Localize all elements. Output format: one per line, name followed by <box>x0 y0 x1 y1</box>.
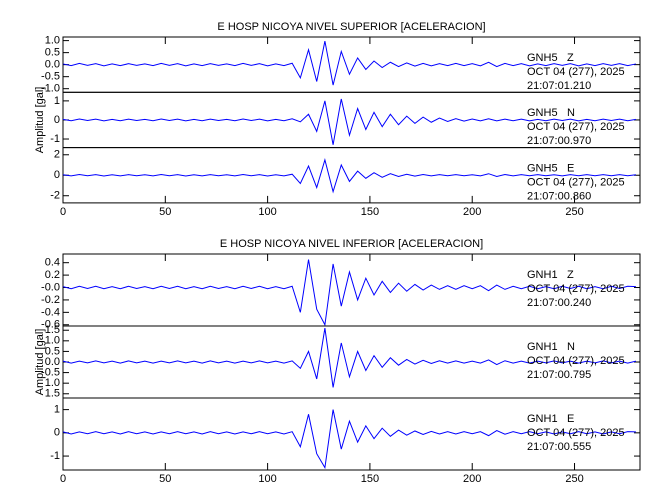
y-tick-label: -1 <box>50 450 60 462</box>
y-tick-label: 1.0 <box>45 335 60 347</box>
y-tick-label: 1.5 <box>45 324 60 336</box>
y-tick-label: 0 <box>54 427 60 439</box>
y-tick-label: 1.0 <box>45 35 60 47</box>
station-label: GNH1 <box>527 413 558 425</box>
time-label: 21:07:00.970 <box>527 135 591 147</box>
x-tick-label: 100 <box>258 473 276 485</box>
panel-frame <box>62 397 641 471</box>
y-tick-label: -0.4 <box>41 306 60 318</box>
x-tick-label: 50 <box>159 206 171 218</box>
time-label: 21:07:00.795 <box>527 369 591 381</box>
time-label: 21:07:00.240 <box>527 297 591 309</box>
x-tick-label: 100 <box>258 206 276 218</box>
y-tick-label: -0.2 <box>41 294 60 306</box>
y-tick-label: 0.4 <box>45 257 60 269</box>
component-label: E <box>567 413 574 425</box>
date-label: OCT 04 (277), 2025 <box>527 177 625 189</box>
y-tick-label: 0 <box>54 169 60 181</box>
waveform <box>62 158 636 194</box>
x-tick-label: 200 <box>463 473 481 485</box>
y-tick-label: 0 <box>54 114 60 126</box>
waveform <box>62 259 636 327</box>
y-tick-label: 0.2 <box>45 269 60 281</box>
y-tick-label: -0.6 <box>41 319 60 331</box>
y-tick-label: 0.0 <box>45 356 60 368</box>
y-tick-label: 1 <box>54 404 60 416</box>
station-label: GNH5 <box>527 52 558 64</box>
y-tick-label: -0.5 <box>41 366 60 378</box>
station-label: GNH1 <box>527 269 558 281</box>
x-tick-label: 250 <box>565 206 583 218</box>
chart-title: E HOSP NICOYA NIVEL INFERIOR [ACELERACIO… <box>220 238 483 250</box>
y-tick-label: -2 <box>50 190 60 202</box>
date-label: OCT 04 (277), 2025 <box>527 427 625 439</box>
y-tick-label: -1 <box>50 133 60 145</box>
date-label: OCT 04 (277), 2025 <box>527 283 625 295</box>
y-axis-label: Amplitud [gal] <box>34 329 46 396</box>
date-label: OCT 04 (277), 2025 <box>527 121 625 133</box>
component-label: E <box>567 163 574 175</box>
station-label: GNH5 <box>527 163 558 175</box>
time-label: 21:07:01.210 <box>527 80 591 92</box>
x-tick-label: 0 <box>60 473 66 485</box>
y-tick-label: 1.0 <box>45 377 60 389</box>
date-label: OCT 04 (277), 2025 <box>527 355 625 367</box>
component-label: Z <box>567 269 574 281</box>
x-tick-label: 50 <box>159 473 171 485</box>
waveform <box>62 328 637 388</box>
waveform <box>62 40 637 86</box>
station-label: GNH1 <box>527 341 558 353</box>
x-tick-label: 0 <box>60 206 66 218</box>
y-tick-label: -0.0 <box>41 281 60 293</box>
y-tick-label: 1 <box>54 95 60 107</box>
component-label: N <box>567 341 575 353</box>
time-label: 21:07:00.860 <box>527 191 591 203</box>
y-tick-label: 2 <box>54 149 60 161</box>
y-tick-label: -1.0 <box>41 83 60 95</box>
x-tick-label: 150 <box>361 206 379 218</box>
waveform <box>62 98 636 145</box>
chart-title: E HOSP NICOYA NIVEL SUPERIOR [ACELERACIO… <box>217 21 485 33</box>
component-label: N <box>567 107 575 119</box>
y-axis-label: Amplitud [gal] <box>34 87 46 154</box>
y-tick-label: 1.5 <box>45 388 60 400</box>
y-tick-label: 0.0 <box>45 59 60 71</box>
x-tick-label: 200 <box>463 206 481 218</box>
y-tick-label: -0.5 <box>41 71 60 83</box>
component-label: Z <box>567 52 574 64</box>
station-label: GNH5 <box>527 107 558 119</box>
x-tick-label: 250 <box>565 473 583 485</box>
date-label: OCT 04 (277), 2025 <box>527 66 625 78</box>
y-tick-label: 0.5 <box>45 47 60 59</box>
x-tick-label: 150 <box>361 473 379 485</box>
time-label: 21:07:00.555 <box>527 441 591 453</box>
y-tick-label: 0.5 <box>45 345 60 357</box>
waveform <box>62 409 636 470</box>
